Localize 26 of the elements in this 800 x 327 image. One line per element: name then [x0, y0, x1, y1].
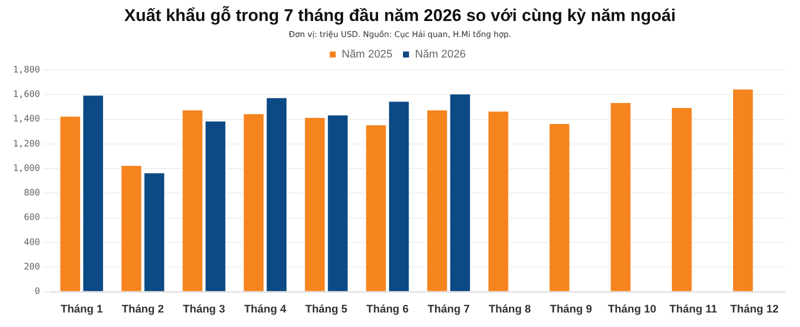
y-tick-label: 1,800: [13, 65, 40, 76]
x-tick-label: Tháng 11: [669, 303, 718, 316]
chart-subtitle: Đơn vị: triệu USD. Nguồn: Cục Hải quan, H.Mi tổng hợp.: [288, 30, 512, 39]
y-tick-label: 1,200: [13, 139, 40, 150]
x-tick-label: Tháng 9: [550, 303, 592, 316]
x-tick-label: Tháng 7: [428, 303, 470, 316]
x-tick-label: Tháng 1: [60, 303, 103, 316]
y-tick-label: 400: [24, 238, 40, 248]
x-tick-label: Tháng 5: [305, 303, 348, 316]
y-tick-label: 200: [24, 262, 40, 272]
y-tick-label: 800: [24, 188, 40, 199]
x-tick-label: Tháng 8: [488, 303, 531, 316]
x-tick-label: Tháng 3: [182, 303, 226, 316]
x-tick-label: Tháng 2: [122, 303, 164, 316]
chart-title: Xuất khẩu gỗ trong 7 tháng đầu năm 2026 so với cùng kỳ năm ngoái: [123, 5, 677, 26]
x-tick-label: Tháng 4: [244, 303, 288, 316]
legend-label: Năm 2025: [342, 48, 393, 61]
x-tick-label: Tháng 6: [366, 303, 409, 316]
y-tick-label: 1,400: [13, 114, 40, 125]
y-tick-label: 1,600: [13, 90, 40, 100]
x-tick-label: Tháng 10: [608, 303, 656, 316]
legend-label: Năm 2026: [415, 48, 466, 61]
x-tick-label: Tháng 12: [730, 303, 779, 316]
y-tick-label: 600: [24, 213, 40, 224]
y-tick-label: 0: [34, 287, 40, 298]
y-tick-label: 1,000: [13, 164, 40, 174]
